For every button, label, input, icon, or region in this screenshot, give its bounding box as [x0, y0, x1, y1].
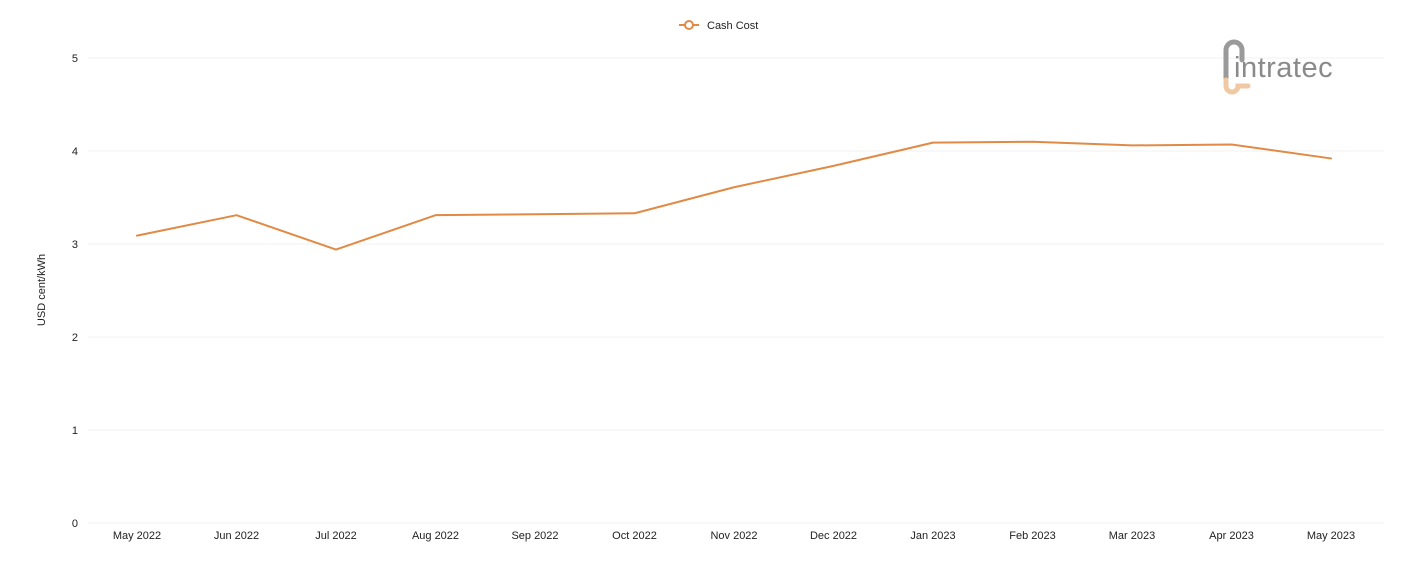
intratec-logo: intratec — [1223, 39, 1333, 95]
logo-mark-bottom-icon — [1223, 77, 1251, 95]
legend-circle-marker — [684, 20, 694, 30]
x-tick-label-0: May 2022 — [113, 530, 161, 542]
y-tick-label-5: 5 — [72, 53, 78, 65]
data-point-3[interactable] — [430, 209, 442, 221]
grid-lines — [88, 57, 1384, 524]
x-tick-label-5: Oct 2022 — [612, 530, 657, 542]
x-tick-label-6: Nov 2022 — [710, 530, 757, 542]
data-point-4[interactable] — [529, 208, 541, 220]
data-point-12[interactable] — [1325, 152, 1337, 164]
y-tick-label-2: 2 — [72, 332, 78, 344]
legend-label-cash-cost: Cash Cost — [707, 20, 758, 32]
data-point-11[interactable] — [1226, 138, 1238, 150]
data-point-6[interactable] — [728, 181, 740, 193]
y-tick-label-1: 1 — [72, 425, 78, 437]
x-axis-ticks: May 2022 Jun 2022 Jul 2022 Aug 2022 Sep 2022… — [113, 530, 1355, 542]
data-point-5[interactable] — [629, 207, 641, 219]
x-tick-label-10: Mar 2023 — [1109, 530, 1155, 542]
logo-mark-top-icon — [1223, 39, 1245, 81]
x-tick-label-8: Jan 2023 — [910, 530, 955, 542]
data-point-7[interactable] — [828, 160, 840, 172]
y-axis-ticks: 0 1 2 3 4 5 — [72, 53, 78, 530]
x-tick-label-2: Jul 2022 — [315, 530, 357, 542]
y-tick-label-3: 3 — [72, 239, 78, 251]
data-point-10[interactable] — [1126, 139, 1138, 151]
data-point-1[interactable] — [231, 209, 243, 221]
legend[interactable]: Cash Cost — [679, 20, 758, 32]
x-tick-label-12: May 2023 — [1307, 530, 1355, 542]
y-tick-label-4: 4 — [72, 146, 78, 158]
logo-text: intratec — [1234, 52, 1333, 84]
series-layer — [131, 136, 1337, 256]
y-tick-label-0: 0 — [72, 518, 78, 530]
x-tick-label-4: Sep 2022 — [511, 530, 558, 542]
data-point-0[interactable] — [131, 230, 143, 242]
x-tick-label-1: Jun 2022 — [214, 530, 259, 542]
y-axis-title: USD cent/kWh — [36, 254, 48, 326]
data-point-9[interactable] — [1027, 136, 1039, 148]
x-tick-label-7: Dec 2022 — [810, 530, 857, 542]
data-point-8[interactable] — [927, 137, 939, 149]
x-tick-label-9: Feb 2023 — [1009, 530, 1055, 542]
data-point-2[interactable] — [330, 244, 342, 256]
x-tick-label-11: Apr 2023 — [1209, 530, 1254, 542]
x-tick-label-3: Aug 2022 — [412, 530, 459, 542]
series-line-0[interactable] — [136, 140, 1332, 251]
